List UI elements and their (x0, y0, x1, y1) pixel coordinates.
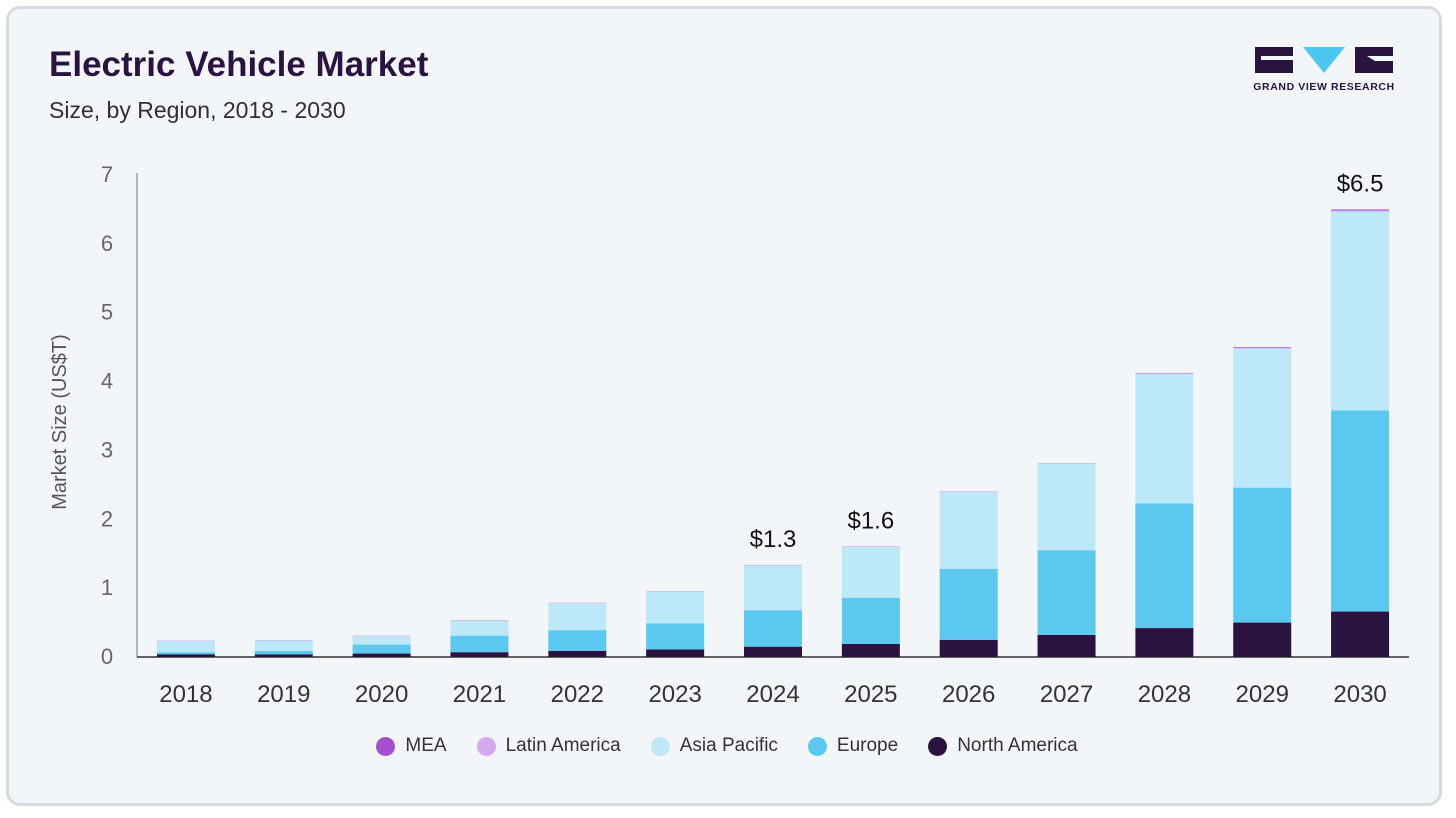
chart-title: Electric Vehicle Market (49, 45, 429, 84)
bar-segment-north-america (646, 649, 705, 657)
x-tick-label: 2025 (844, 681, 897, 708)
legend-item-latin-america: Latin America (476, 735, 621, 757)
x-tick-label: 2030 (1333, 681, 1386, 708)
bar-segment-north-america (1037, 634, 1096, 657)
chart-card: Electric Vehicle Market Size, by Region,… (6, 6, 1442, 806)
bar-segment-north-america (1135, 628, 1194, 657)
total-value-label: $6.5 (1337, 170, 1384, 197)
chart-subtitle: Size, by Region, 2018 - 2030 (49, 97, 346, 123)
y-tick-label: 1 (101, 575, 113, 600)
legend-label: Asia Pacific (679, 735, 778, 756)
bar-segment-asia-pacific (744, 565, 802, 611)
legend-label: North America (957, 735, 1078, 756)
bar-segment-north-america (1233, 622, 1292, 657)
bar-segment-europe (254, 650, 313, 655)
x-tick-label: 2026 (942, 681, 995, 708)
bar-segment-north-america (352, 653, 411, 657)
y-tick-label: 0 (101, 644, 113, 669)
x-tick-label: 2023 (648, 681, 701, 708)
bar-segment-north-america (841, 643, 900, 657)
y-tick-label: 3 (101, 437, 113, 462)
bar-segment-asia-pacific (646, 591, 705, 624)
bar-segment-latin-america (1233, 347, 1292, 349)
bar-segment-europe (841, 597, 900, 644)
legend-item-asia-pacific: Asia Pacific (650, 735, 778, 757)
bar-segment-latin-america (1331, 210, 1390, 212)
bar-segment-europe (646, 623, 705, 650)
bar-segment-europe (744, 610, 802, 647)
bar-segment-europe (1135, 503, 1194, 629)
bar-segment-asia-pacific (254, 640, 313, 651)
bar-segment-asia-pacific (1135, 373, 1194, 504)
x-tick-label: 2027 (1040, 681, 1093, 708)
bar-segment-mea (1233, 347, 1292, 348)
total-value-label: $1.3 (750, 526, 797, 553)
x-tick-label: 2018 (159, 681, 212, 708)
bar-segment-europe (1037, 550, 1096, 635)
y-tick-label: 4 (101, 369, 113, 394)
x-tick-label: 2020 (355, 681, 408, 708)
bar-segment-europe (450, 635, 509, 653)
x-tick-label: 2019 (257, 681, 310, 708)
bar-segment-europe (548, 630, 607, 651)
chart-legend: MEA Latin America Asia Pacific Europe North … (9, 735, 1439, 757)
bar-segment-north-america (548, 650, 607, 657)
legend-item-north-america: North America (928, 735, 1078, 757)
bar-segment-asia-pacific (352, 636, 411, 645)
stacked-bar-chart: 0 1 2 3 4 5 6 7 Market Size (US$T) 2018 2019 2020 20… (49, 162, 1409, 708)
bar-segment-north-america (254, 654, 313, 657)
bar-segment-north-america (156, 654, 215, 657)
bar-segment-asia-pacific (1233, 348, 1292, 488)
x-tick-label: 2029 (1236, 681, 1289, 708)
bar-segment-north-america (939, 639, 998, 657)
bar-segment-north-america (1331, 611, 1390, 657)
total-value-label: $1.6 (847, 507, 894, 534)
bar-segment-asia-pacific (548, 603, 607, 631)
legend-label: MEA (405, 735, 447, 756)
y-tick-label: 2 (101, 506, 113, 531)
bar-segment-europe (939, 568, 998, 640)
bar-segment-asia-pacific (939, 491, 998, 569)
y-tick-label: 5 (101, 300, 113, 325)
bar-segment-latin-america (1135, 373, 1194, 374)
bar-segment-asia-pacific (1331, 211, 1390, 411)
bar-segment-asia-pacific (450, 620, 509, 636)
y-tick-label: 6 (101, 231, 113, 256)
logo-triangle (1303, 47, 1345, 73)
legend-item-europe: Europe (807, 735, 899, 757)
logo-text: GRAND VIEW RESEARCH (1253, 81, 1395, 93)
x-tick-label: 2028 (1138, 681, 1191, 708)
legend-swatch (476, 736, 496, 756)
x-tick-label: 2022 (551, 681, 604, 708)
y-axis-label: Market Size (US$T) (49, 334, 71, 510)
bar-segment-mea (1331, 209, 1390, 211)
legend-item-mea: MEA (376, 735, 447, 757)
y-tick-label: 7 (101, 162, 113, 187)
bar-segment-asia-pacific (156, 641, 215, 653)
legend-swatch (807, 736, 827, 756)
legend-label: Latin America (505, 735, 621, 756)
bar-segment-north-america (744, 646, 802, 657)
bar-segment-europe (1331, 410, 1390, 612)
bar-segment-europe (1233, 487, 1292, 623)
legend-swatch (928, 736, 948, 756)
grand-view-research-logo: GRAND VIEW RESEARCH (1253, 47, 1395, 93)
bar-segment-europe (352, 644, 411, 654)
bar-segment-europe (156, 652, 215, 655)
legend-label: Europe (836, 735, 899, 756)
bar-segment-north-america (450, 652, 509, 657)
bar-segment-asia-pacific (1037, 463, 1096, 551)
x-tick-label: 2024 (746, 681, 799, 708)
bar-segment-asia-pacific (841, 546, 900, 598)
legend-swatch (376, 736, 396, 756)
x-tick-label: 2021 (453, 681, 506, 708)
legend-swatch (650, 736, 670, 756)
